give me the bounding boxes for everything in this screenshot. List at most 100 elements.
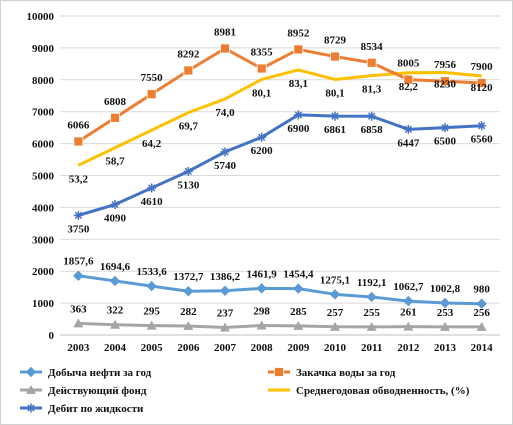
data-point <box>477 121 487 131</box>
y-tick-label: 6000 <box>32 139 55 151</box>
data-label: 64,2 <box>142 138 162 150</box>
x-tick-label: 2006 <box>177 342 200 354</box>
data-point <box>110 200 120 210</box>
data-label: 1386,2 <box>210 271 241 283</box>
y-tick-label: 8000 <box>32 75 55 87</box>
data-label: 363 <box>70 303 87 315</box>
x-tick-label: 2012 <box>397 342 420 354</box>
data-label: 83,1 <box>289 78 308 90</box>
data-label: 8952 <box>287 27 310 39</box>
data-point <box>476 78 487 88</box>
x-tick-label: 2008 <box>251 342 274 354</box>
x-tick-label: 2010 <box>324 342 347 354</box>
data-point <box>274 367 284 377</box>
data-label: 8729 <box>324 35 347 47</box>
data-label: 295 <box>143 306 160 318</box>
legend-label: Дебит по жидкости <box>48 403 144 415</box>
data-point <box>73 318 84 328</box>
data-label: 1372,7 <box>173 271 204 283</box>
legend-label: Действующий фонд <box>48 385 147 397</box>
legend: Добыча нефти за год Закачка воды за год Де… <box>20 366 470 415</box>
data-label: 58,7 <box>105 156 125 168</box>
data-label: 5130 <box>177 179 200 191</box>
data-point <box>293 283 304 294</box>
data-point <box>147 183 157 193</box>
data-label: 980 <box>473 284 490 296</box>
series-line <box>77 47 482 143</box>
axes: 0 1000 2000 3000 4000 5000 6000 7000 8000 9000 100… <box>27 11 500 354</box>
data-label: 7550 <box>141 72 164 84</box>
data-point <box>219 285 231 296</box>
data-label: 1002,8 <box>430 283 461 295</box>
y-tick-label: 0 <box>49 330 55 342</box>
data-point <box>293 44 304 55</box>
y-tick-label: 3000 <box>32 234 55 246</box>
data-label: 1461,9 <box>247 268 278 280</box>
data-label: 6560 <box>471 134 494 146</box>
data-point <box>366 321 377 331</box>
data-point <box>109 275 121 287</box>
data-point <box>183 286 194 297</box>
data-label: 8005 <box>397 58 420 70</box>
x-tick-label: 2011 <box>361 342 382 354</box>
data-point <box>366 57 377 68</box>
data-label: 1275,1 <box>320 274 350 286</box>
data-point <box>220 322 230 332</box>
data-label: 1857,6 <box>63 256 94 268</box>
data-label: 255 <box>363 307 380 319</box>
data-label: 237 <box>217 307 234 319</box>
data-point <box>183 166 193 176</box>
data-label: 1454,4 <box>283 269 314 281</box>
legend-entry: Добыча нефти за год <box>20 366 152 379</box>
legend-entry: Действующий фонд <box>20 385 147 397</box>
data-point <box>440 123 450 133</box>
data-label: 6066 <box>67 119 90 131</box>
data-label: 253 <box>437 307 454 319</box>
x-tick-label: 2003 <box>67 342 90 354</box>
y-tick-label: 4000 <box>32 202 55 214</box>
data-point <box>256 283 267 294</box>
data-label: 6808 <box>104 96 127 108</box>
data-point <box>476 321 487 331</box>
data-label: 6900 <box>287 123 310 135</box>
data-label: 256 <box>473 307 490 319</box>
data-point <box>257 132 267 142</box>
data-point <box>220 147 230 157</box>
data-point <box>329 289 341 300</box>
data-label: 8230 <box>434 78 457 90</box>
data-label: 80,1 <box>325 87 344 99</box>
data-label: 4610 <box>141 196 164 208</box>
data-label: 1533,6 <box>137 266 168 278</box>
legend-label: Закачка воды за год <box>296 367 396 379</box>
data-label: 53,2 <box>69 173 89 185</box>
data-label: 1694,6 <box>100 261 131 273</box>
data-point <box>183 65 194 76</box>
data-point <box>403 74 414 85</box>
series-line <box>77 68 482 167</box>
data-point <box>26 385 36 394</box>
data-point <box>330 321 340 331</box>
data-point <box>403 295 414 307</box>
data-label: 282 <box>180 306 197 318</box>
x-tick-label: 2014 <box>471 342 494 354</box>
data-label: 80,1 <box>252 87 271 99</box>
data-label: 261 <box>400 307 417 319</box>
data-label: 82,2 <box>399 81 419 93</box>
data-point <box>440 321 450 331</box>
data-label: 4090 <box>104 213 127 225</box>
data-label: 3750 <box>67 223 90 235</box>
series-line <box>77 113 482 217</box>
y-tick-label: 7000 <box>32 107 55 119</box>
x-tick-label: 2013 <box>434 342 457 354</box>
y-tick-label: 10000 <box>27 11 55 23</box>
data-point <box>256 63 267 74</box>
data-point <box>403 321 414 331</box>
y-tick-label: 2000 <box>32 266 55 278</box>
data-label: 7900 <box>471 61 494 73</box>
data-point <box>293 320 304 330</box>
data-point <box>330 111 340 121</box>
data-label: 69,7 <box>179 121 199 133</box>
data-label: 5740 <box>214 160 237 172</box>
data-point <box>220 43 230 54</box>
